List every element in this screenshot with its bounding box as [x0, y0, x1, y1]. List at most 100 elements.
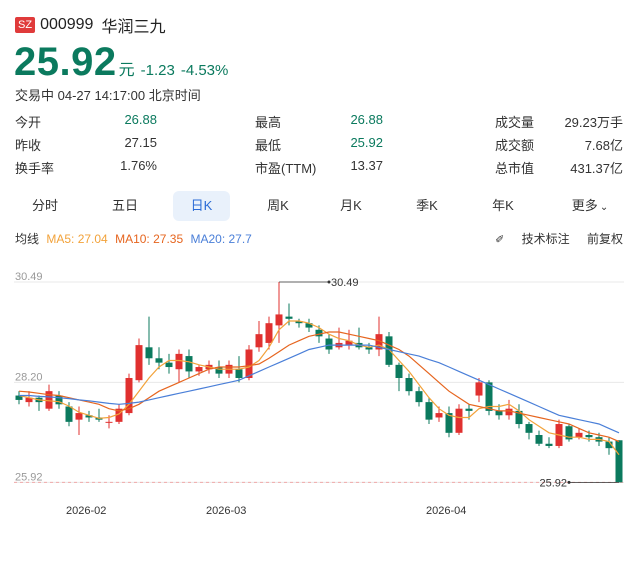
stat-value: 1.76%	[120, 158, 157, 173]
candle-body	[295, 321, 303, 324]
candle-body	[365, 347, 373, 350]
candlestick-chart[interactable]: 30.49 28.20 25.92 30.49 25.92	[0, 252, 638, 502]
candle-body	[425, 402, 433, 420]
candle-body	[455, 408, 463, 433]
max-annotation-dot	[327, 280, 331, 284]
candle-body	[55, 395, 63, 405]
candle-body	[105, 421, 113, 423]
legend-ma5: MA5: 27.04	[46, 232, 108, 246]
tab-five-day[interactable]: 五日	[111, 198, 138, 213]
stat-value: 26.88	[124, 112, 157, 127]
candle-body	[75, 413, 83, 420]
candle-body	[265, 323, 273, 343]
stat-value: 13.37	[350, 158, 383, 173]
candle-body	[545, 443, 553, 446]
tab-more[interactable]: 更多 ⌄	[555, 191, 625, 221]
stock-code: 000999	[40, 16, 94, 33]
ma5-line	[18, 320, 620, 456]
stat-label: 最低	[255, 138, 282, 153]
candle-body	[525, 424, 533, 433]
chart-tools: ✐ 技术标注 前复权	[467, 230, 623, 247]
candle-body	[325, 338, 333, 350]
y-axis-label: 28.20	[15, 371, 43, 383]
candle-body	[515, 410, 523, 425]
tab-quarterly-k[interactable]: 季K	[416, 198, 438, 213]
candle-body	[275, 314, 283, 326]
stats-row: 换手率 1.76% 市盈(TTM) 13.37 总市值 431.37亿	[15, 158, 625, 181]
candle-body	[115, 408, 123, 422]
candle-body	[565, 426, 573, 440]
candle-body	[605, 441, 613, 449]
candle-body	[215, 367, 223, 374]
candle-body	[45, 391, 53, 409]
stat-value: 431.37亿	[570, 161, 623, 176]
adjust-button[interactable]: 前复权	[586, 232, 623, 246]
stat-label: 换手率	[15, 161, 55, 176]
tab-daily-k[interactable]: 日K	[173, 191, 230, 221]
stat-label: 今开	[15, 115, 42, 130]
price-row: 25.92 元 -1.23 -4.53%	[14, 40, 228, 85]
candle-body	[375, 334, 383, 350]
current-price: 25.92	[14, 40, 117, 84]
candle-body	[575, 432, 583, 438]
y-axis-label: 25.92	[15, 471, 43, 483]
stat-value: 29.23万手	[564, 115, 623, 130]
candle-body	[415, 391, 423, 403]
stat-label: 昨收	[15, 138, 42, 153]
candle-body	[585, 435, 593, 438]
candle-body	[385, 336, 393, 365]
candle-body	[155, 358, 163, 363]
candle-body	[195, 367, 203, 372]
candle-body	[315, 329, 323, 337]
ma10-line	[18, 331, 620, 443]
tab-yearly-k[interactable]: 年K	[492, 198, 514, 213]
candle-body	[245, 349, 253, 378]
indicator-label: 技术标注	[521, 232, 570, 246]
price-change-pct: -4.53%	[180, 62, 229, 79]
candle-body	[285, 316, 293, 319]
candle-body	[65, 406, 73, 422]
stat-value: 27.15	[124, 135, 157, 150]
candle-body	[535, 435, 543, 444]
candle-body	[615, 440, 623, 483]
stats-row: 昨收 27.15 最低 25.92 成交额 7.68亿	[15, 135, 625, 158]
candle-body	[475, 382, 483, 396]
candle-body	[435, 413, 443, 418]
stat-value: 7.68亿	[584, 138, 623, 153]
stat-label: 市盈(TTM)	[255, 161, 317, 176]
pencil-icon: ✐	[495, 234, 505, 246]
candle-body	[395, 364, 403, 378]
tab-more-label: 更多	[571, 198, 598, 213]
x-tick-label: 2026-04	[426, 505, 467, 517]
ma20-line	[19, 344, 620, 434]
candle-body	[255, 334, 263, 348]
exchange-badge: SZ	[15, 17, 36, 33]
candle-body	[125, 378, 133, 414]
stock-name: 华润三九	[101, 19, 166, 36]
period-tabs: 分时 五日 日K 周K 月K 季K 年K 更多 ⌄	[15, 191, 625, 221]
legend-ma10: MA10: 27.35	[115, 232, 184, 246]
x-tick-label: 2026-03	[206, 505, 247, 517]
tab-weekly-k[interactable]: 周K	[267, 198, 289, 213]
min-annotation-label: 25.92	[539, 477, 567, 489]
ma-legend: 均线 MA5: 27.04 MA10: 27.35 MA20: 27.7	[15, 230, 256, 247]
candle-body	[405, 378, 413, 392]
candle-body	[15, 395, 23, 400]
candle-body	[135, 345, 143, 381]
candle-body	[185, 356, 193, 372]
stat-label: 成交额	[495, 138, 535, 153]
candle-body	[445, 413, 453, 433]
candle-body	[175, 353, 183, 370]
tab-intraday[interactable]: 分时	[31, 198, 58, 213]
candle-body	[345, 340, 353, 346]
x-tick-label: 2026-02	[66, 505, 107, 517]
tab-monthly-k[interactable]: 月K	[340, 198, 362, 213]
candle-body	[505, 408, 513, 416]
legend-label: 均线	[15, 232, 40, 246]
price-unit: 元	[118, 62, 135, 79]
candle-body	[305, 323, 313, 328]
stat-value: 26.88	[350, 112, 383, 127]
indicator-button[interactable]: ✐ 技术标注	[481, 232, 570, 246]
y-axis-label: 30.49	[15, 271, 43, 283]
candle-body	[85, 415, 93, 418]
